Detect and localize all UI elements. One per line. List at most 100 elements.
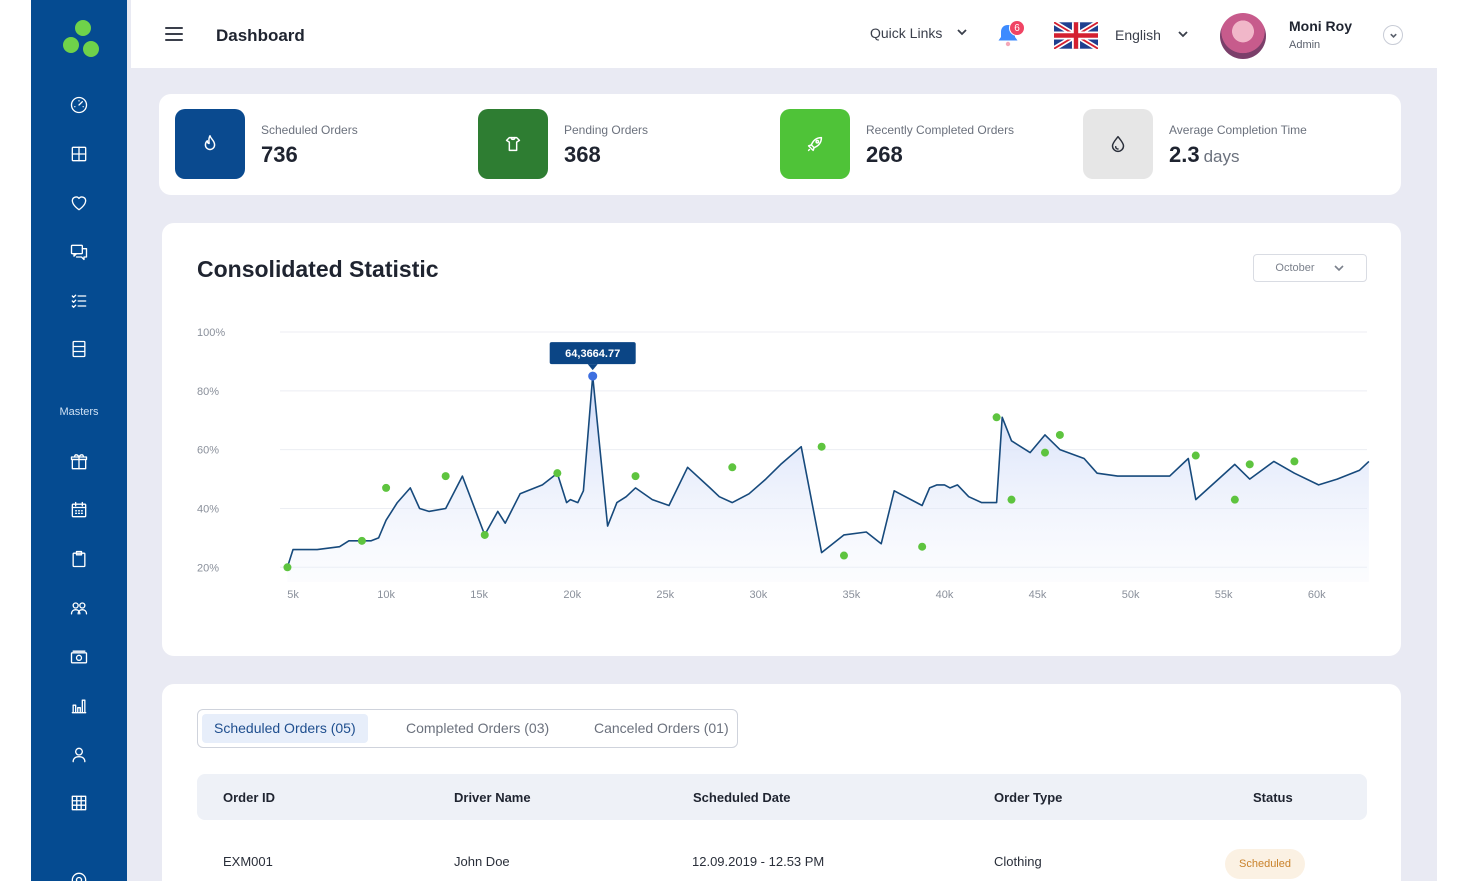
user-name: Moni Roy: [1289, 18, 1352, 34]
stat-value: 736: [261, 142, 298, 167]
month-select-value: October: [1275, 262, 1315, 274]
data-point: [382, 483, 391, 492]
data-point: [1230, 495, 1239, 504]
chevron-down-icon: [956, 25, 968, 41]
clipboard-icon[interactable]: [67, 547, 91, 571]
chart-card: Consolidated Statistic October 100% 80% 60…: [162, 223, 1401, 656]
checklist-icon[interactable]: [67, 289, 91, 313]
stat-label: Scheduled Orders: [261, 123, 358, 137]
status-badge: Scheduled: [1225, 849, 1305, 879]
x-tick-label: 5k: [287, 589, 299, 601]
data-point: [631, 472, 640, 481]
x-tick-label: 50k: [1122, 589, 1140, 601]
x-tick-label: 10k: [377, 589, 395, 601]
notification-count-badge: 6: [1009, 20, 1025, 36]
user-menu-button[interactable]: [1383, 25, 1403, 45]
series-line: [286, 375, 1370, 568]
month-select[interactable]: October: [1253, 254, 1367, 282]
data-point: [817, 442, 826, 451]
chart-title: Consolidated Statistic: [197, 256, 439, 282]
data-point: [1245, 460, 1254, 469]
stat-unit: days: [1203, 147, 1240, 166]
uk-flag-icon: [1054, 22, 1098, 49]
x-tick-label: 40k: [936, 589, 954, 601]
language-selector[interactable]: English: [1115, 27, 1189, 43]
calendar-icon[interactable]: [67, 498, 91, 522]
y-tick-label: 60%: [197, 445, 219, 457]
x-tick-label: 35k: [843, 589, 861, 601]
x-tick-label: 25k: [656, 589, 674, 601]
tooltip-box: [549, 342, 636, 365]
x-tick-label: 45k: [1029, 589, 1047, 601]
data-point: [1191, 451, 1200, 460]
data-point: [283, 563, 292, 572]
column-header: Status: [1253, 790, 1293, 805]
menu-toggle-button[interactable]: [165, 27, 183, 41]
data-point: [441, 472, 450, 481]
top-header: Dashboard Quick Links 6 English Moni Roy…: [131, 0, 1437, 68]
grid-icon[interactable]: [67, 142, 91, 166]
driver-name-cell: John Doe: [454, 854, 510, 869]
sidebar: Masters: [31, 0, 127, 881]
stat-label: Recently Completed Orders: [866, 123, 1015, 137]
stat-value: 368: [564, 142, 601, 167]
drop-icon: [1083, 109, 1153, 179]
rocket-icon: [780, 109, 850, 179]
tab-scheduled-orders[interactable]: Scheduled Orders (05): [202, 714, 368, 743]
chevron-down-icon: [1333, 265, 1344, 272]
data-point: [480, 530, 489, 539]
stat-value: 2.3 days: [1169, 142, 1240, 167]
x-tick-label: 15k: [470, 589, 488, 601]
user-icon[interactable]: [67, 743, 91, 767]
area-chart: 100% 80% 60% 40% 20% 5k 10k 15k 20k 25k 30k 35k 40k 4…: [197, 327, 1370, 601]
highlight-point: [588, 371, 598, 381]
gift-icon[interactable]: [67, 450, 91, 474]
data-point: [992, 413, 1001, 422]
cash-icon[interactable]: [67, 645, 91, 669]
data-point: [553, 469, 562, 478]
stat-scheduled-orders: Scheduled Orders 736: [175, 109, 455, 180]
chat-icon[interactable]: [67, 240, 91, 264]
logo-icon: [63, 20, 99, 57]
stats-bar: Scheduled Orders 736 Pending Orders 368 …: [159, 94, 1401, 195]
notifications-button[interactable]: 6: [993, 20, 1025, 50]
data-point: [839, 551, 848, 560]
table-icon[interactable]: [67, 791, 91, 815]
series-area: [287, 376, 1369, 582]
box-icon: [478, 109, 548, 179]
tab-canceled-orders[interactable]: Canceled Orders (01): [594, 720, 729, 736]
users-icon[interactable]: [67, 596, 91, 620]
data-point: [357, 536, 366, 545]
settings-icon[interactable]: [67, 868, 91, 881]
avatar[interactable]: [1220, 13, 1266, 59]
column-header: Driver Name: [454, 790, 531, 805]
y-tick-label: 20%: [197, 562, 219, 574]
y-tick-label: 100%: [197, 327, 225, 339]
column-header: Scheduled Date: [693, 790, 791, 805]
heart-icon[interactable]: [67, 191, 91, 215]
chevron-down-icon: [1177, 27, 1189, 43]
flame-icon: [175, 109, 245, 179]
sidebar-section-label: Masters: [59, 406, 99, 418]
language-label: English: [1115, 27, 1161, 43]
x-tick-label: 60k: [1308, 589, 1326, 601]
bar-chart-icon[interactable]: [67, 694, 91, 718]
stat-label: Average Completion Time: [1169, 123, 1307, 137]
orders-card: Scheduled Orders (05) Completed Orders (…: [162, 684, 1401, 881]
tab-completed-orders[interactable]: Completed Orders (03): [406, 720, 550, 736]
y-tick-label: 40%: [197, 503, 219, 515]
list-icon[interactable]: [67, 337, 91, 361]
stat-pending-orders: Pending Orders 368: [478, 109, 758, 180]
gauge-icon[interactable]: [67, 93, 91, 117]
stat-recently-completed-orders: Recently Completed Orders 268: [780, 109, 1070, 180]
tooltip-label: 64,3664.77: [565, 348, 620, 360]
quick-links-dropdown[interactable]: Quick Links: [870, 25, 968, 41]
column-header: Order ID: [223, 790, 276, 805]
quick-links-label: Quick Links: [870, 25, 943, 41]
stat-value: 268: [866, 142, 903, 167]
x-tick-label: 55k: [1215, 589, 1233, 601]
x-tick-label: 30k: [749, 589, 767, 601]
x-tick-label: 20k: [563, 589, 581, 601]
data-point: [1290, 457, 1299, 466]
stat-average-completion-time: Average Completion Time 2.3 days: [1083, 109, 1383, 180]
